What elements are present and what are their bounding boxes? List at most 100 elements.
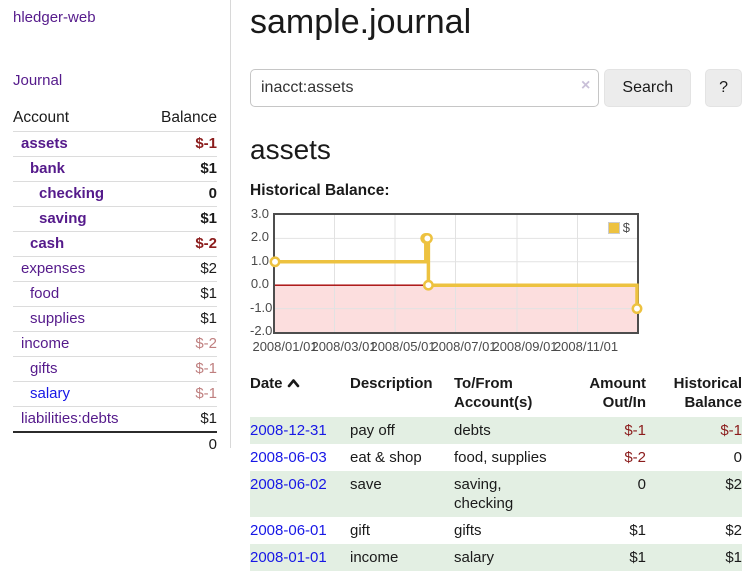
x-tick: 2008/09/01 (492, 339, 558, 354)
balance-column-header: Historical Balance (673, 375, 742, 411)
sidebar-item-journal[interactable]: Journal (13, 72, 63, 89)
clear-search-icon[interactable]: × (581, 77, 591, 94)
transaction-balance: $-1 (720, 422, 742, 439)
account-row-checking: checking 0 (13, 181, 217, 207)
transaction-amount: 0 (637, 476, 646, 493)
amount-column-header: Amount Out/In (589, 375, 646, 411)
account-heading: assets (250, 134, 331, 165)
account-link-expenses[interactable]: expenses (21, 260, 86, 277)
data-point-markers (269, 232, 643, 315)
sort-ascending-icon (287, 374, 300, 393)
chart-title: Historical Balance: (250, 182, 390, 199)
app-title: hledger-web (13, 9, 217, 26)
account-link-checking[interactable]: checking (39, 185, 105, 202)
account-row-food: food $1 (13, 281, 217, 307)
account-balance: $1 (146, 281, 217, 307)
transaction-accounts: debts (454, 422, 491, 439)
accounts-table: Account Balance assets $-1 bank $1 check… (13, 106, 217, 457)
chart-canvas (269, 215, 643, 332)
transaction-accounts: food, supplies (454, 449, 547, 466)
account-link-supplies[interactable]: supplies (30, 310, 86, 327)
transaction-description: pay off (350, 422, 395, 439)
historical-balance-chart: 3.0 2.0 1.0 0.0 -1.0 -2.0 (250, 206, 742, 354)
transaction-description: save (350, 476, 382, 493)
transaction-description: eat & shop (350, 449, 422, 466)
account-balance: $-1 (146, 131, 217, 157)
account-balance: $2 (146, 256, 217, 282)
account-balance: $1 (146, 206, 217, 232)
account-link-bank[interactable]: bank (30, 160, 66, 177)
transaction-balance: $1 (725, 549, 742, 566)
transaction-amount: $1 (629, 549, 646, 566)
register-table: Date Description To/From Account(s) Amou… (250, 372, 742, 571)
page-title: sample.journal (250, 3, 472, 41)
accounts-total-row: 0 (13, 431, 217, 457)
description-column-header: Description (350, 375, 433, 392)
account-row-saving: saving $1 (13, 206, 217, 232)
date-column-header[interactable]: Date (250, 372, 350, 417)
y-tick: 2.0 (250, 229, 269, 244)
account-row-liabilities-debts: liabilities:debts $1 (13, 406, 217, 432)
account-link-salary[interactable]: salary (30, 385, 71, 402)
app-title-link[interactable]: hledger-web (13, 9, 96, 26)
account-link-food[interactable]: food (30, 285, 60, 302)
legend-label: $ (622, 220, 630, 235)
main-panel: sample.journal × Search ? assets Histori… (250, 0, 742, 571)
transaction-date-link[interactable]: 2008-06-03 (250, 449, 327, 466)
account-row-assets: assets $-1 (13, 131, 217, 157)
accounts-total-balance: 0 (146, 431, 217, 457)
account-link-gifts[interactable]: gifts (30, 360, 58, 377)
account-row-salary: salary $-1 (13, 381, 217, 407)
transaction-date-link[interactable]: 2008-01-01 (250, 549, 327, 566)
search-form: × Search ? (250, 69, 742, 107)
transaction-date-link[interactable]: 2008-06-02 (250, 476, 327, 493)
account-link-liabilities-debts[interactable]: liabilities:debts (21, 410, 119, 427)
account-balance: $-2 (146, 331, 217, 357)
account-row-bank: bank $1 (13, 156, 217, 182)
transaction-date-link[interactable]: 2008-12-31 (250, 422, 327, 439)
y-tick: 1.0 (250, 253, 269, 268)
account-balance: $-1 (146, 356, 217, 382)
account-balance: $1 (146, 156, 217, 182)
account-link-saving[interactable]: saving (39, 210, 87, 227)
x-tick: 2008/05/01 (370, 339, 436, 354)
x-tick: 2008/07/01 (431, 339, 497, 354)
y-tick: 3.0 (250, 206, 269, 221)
transaction-date-link[interactable]: 2008-06-01 (250, 522, 327, 539)
transaction-balance: $2 (725, 476, 742, 493)
x-tick: 2008/11/01 (553, 339, 619, 354)
account-balance: 0 (146, 181, 217, 207)
transaction-description: income (350, 549, 399, 566)
account-row-expenses: expenses $2 (13, 256, 217, 282)
account-link-cash[interactable]: cash (30, 235, 65, 252)
help-button[interactable]: ? (705, 69, 742, 107)
account-row-cash: cash $-2 (13, 231, 217, 257)
register-row: 2008-06-02 save saving, checking 0 $2 (250, 471, 742, 517)
accounts-table-header: Account Balance (13, 106, 217, 132)
account-row-gifts: gifts $-1 (13, 356, 217, 382)
data-point-marker (421, 232, 433, 244)
data-point-marker (269, 256, 281, 268)
data-point-marker (422, 279, 434, 291)
register-row: 2008-12-31 pay off debts $-1 $-1 (250, 417, 742, 444)
y-tick: 0.0 (250, 276, 269, 291)
transaction-amount: $1 (629, 522, 646, 539)
chart-plot-area: $ (269, 213, 643, 334)
account-balance: $1 (146, 306, 217, 332)
transaction-balance: $2 (725, 522, 742, 539)
account-link-income[interactable]: income (21, 335, 70, 352)
y-tick: -2.0 (250, 323, 273, 338)
account-column-header: To/From Account(s) (454, 375, 533, 411)
search-input[interactable] (250, 69, 600, 107)
transaction-accounts: saving, checking (454, 476, 514, 512)
sidebar: hledger-web Journal Account Balance asse… (0, 0, 231, 457)
balance-column-header: Balance (160, 109, 217, 126)
search-button[interactable]: Search (604, 69, 692, 107)
transaction-amount: $-2 (624, 449, 646, 466)
account-link-assets[interactable]: assets (21, 135, 68, 152)
register-row: 2008-06-03 eat & shop food, supplies $-2… (250, 444, 742, 471)
chart-legend: $ (605, 219, 632, 236)
data-point-marker (631, 303, 643, 315)
transaction-amount: $-1 (624, 422, 646, 439)
account-balance: $-1 (146, 381, 217, 407)
